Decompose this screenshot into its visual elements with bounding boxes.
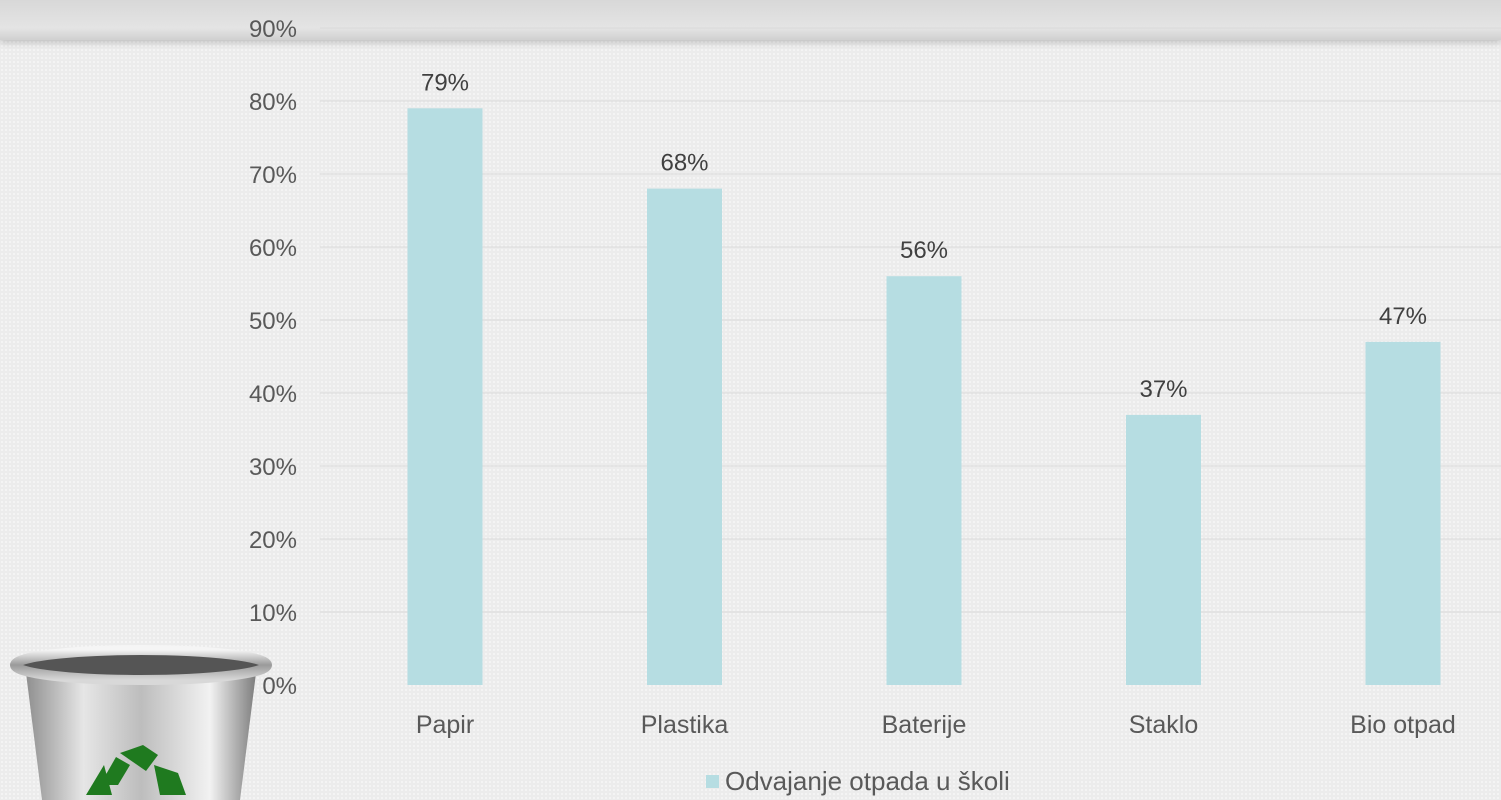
data-label: 47% xyxy=(1379,303,1427,330)
y-tick-label: 10% xyxy=(249,600,297,627)
bars xyxy=(407,108,1441,686)
y-tick-label: 70% xyxy=(249,162,297,189)
y-tick-label: 80% xyxy=(249,89,297,116)
y-tick-label: 90% xyxy=(249,16,297,43)
legend: Odvajanje otpada u školi xyxy=(706,764,1010,798)
y-tick-label: 30% xyxy=(249,454,297,481)
recycle-symbol-icon xyxy=(86,745,186,795)
data-label: 68% xyxy=(660,150,708,177)
y-tick-label: 20% xyxy=(249,527,297,554)
category-label: Staklo xyxy=(1129,711,1198,739)
data-labels: 79% 68% 56% 37% 47% xyxy=(421,69,1427,403)
data-label: 37% xyxy=(1139,376,1187,403)
bar xyxy=(1126,414,1201,685)
data-label: 56% xyxy=(900,237,948,264)
y-tick-label: 60% xyxy=(249,235,297,262)
bar xyxy=(407,108,483,686)
y-tick-label: 50% xyxy=(249,308,297,335)
y-tick-label: 0% xyxy=(262,673,297,700)
recycle-bin-icon xyxy=(10,645,272,800)
bar xyxy=(647,188,722,685)
y-axis-ticks: 0% 10% 20% 30% 40% 50% 60% 70% 80% 90% xyxy=(249,16,297,700)
category-label: Papir xyxy=(416,711,474,739)
bar xyxy=(886,276,962,685)
category-label: Plastika xyxy=(641,711,729,739)
header-band xyxy=(0,0,1501,40)
x-axis-categories: Papir Plastika Baterije Staklo Bio otpad xyxy=(416,711,1456,739)
category-label: Baterije xyxy=(882,711,967,739)
bar xyxy=(1365,341,1441,685)
y-tick-label: 40% xyxy=(249,381,297,408)
legend-swatch xyxy=(706,774,719,788)
category-label: Bio otpad xyxy=(1350,711,1456,739)
legend-label: Odvajanje otpada u školi xyxy=(725,765,1010,796)
data-label: 79% xyxy=(421,69,469,96)
